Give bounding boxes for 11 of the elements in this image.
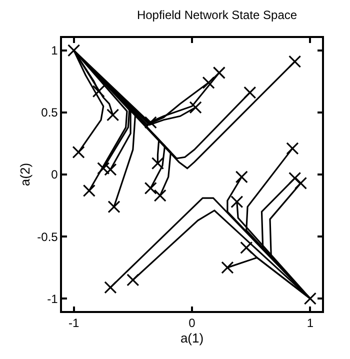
y-tick-label: 1: [51, 44, 58, 58]
y-tick-label: -0.5: [37, 230, 58, 244]
x-tick-label: -1: [68, 316, 80, 330]
x-axis-title: a(1): [180, 330, 204, 346]
x-tick-label: 1: [306, 316, 314, 330]
y-tick-label: -1: [47, 292, 58, 306]
y-tick-label: 0: [51, 168, 58, 182]
y-tick-label: 0.5: [41, 106, 58, 120]
chart-title: Hopfield Network State Space: [136, 8, 298, 22]
x-tick-label: 0: [188, 316, 196, 330]
y-axis-title: a(2): [18, 162, 33, 186]
